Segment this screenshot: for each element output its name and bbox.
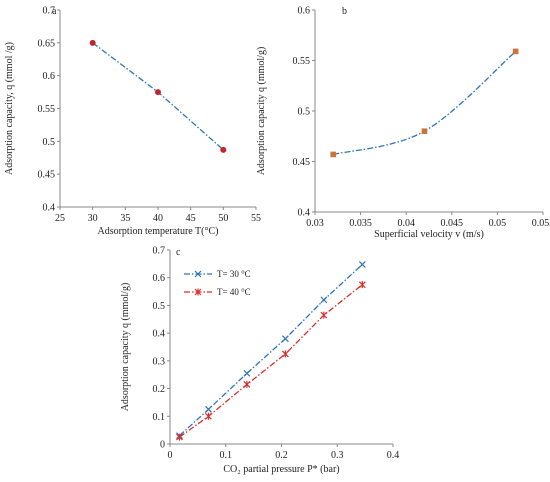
panel-a-y-tick-label: 0.7 bbox=[43, 6, 56, 17]
panel-b-y-tick-label: 0.55 bbox=[293, 56, 311, 67]
panel-c-series-1-point bbox=[205, 405, 212, 413]
panel-c-series-2-point bbox=[176, 433, 183, 441]
panel-b-y-tick-label: 0.45 bbox=[293, 157, 311, 168]
panel-c-legend-label: T= 40 °C bbox=[217, 287, 251, 297]
panel-b-series-1-point bbox=[421, 128, 428, 134]
panel-c-y-tick-label: 0.6 bbox=[153, 273, 166, 284]
panel-c-x-tick-label: 0.3 bbox=[331, 450, 344, 461]
panel-b-y-axis-label: Adsorption capacity q (mmol/g) bbox=[256, 47, 267, 176]
panel-c-x-axis-label: CO₂ partial pressure P* (bar) bbox=[223, 464, 339, 475]
panel-c-x-tick-label: 0 bbox=[168, 450, 173, 461]
panel-a-x-axis-label: Adsorption temperature T(°C) bbox=[97, 226, 218, 237]
panel-c-series-2-point bbox=[205, 412, 212, 420]
panel-a-y-tick-label: 0.55 bbox=[38, 104, 56, 115]
panel-c-x-tick-label: 0.1 bbox=[220, 450, 233, 461]
panel-c-y-tick-label: 0.3 bbox=[153, 356, 166, 367]
panel-a-y-axis-label: Adsorption capacity, q (mmol /g) bbox=[4, 42, 15, 175]
panel-c-y-tick-label: 0.2 bbox=[153, 384, 166, 395]
panel-c-y-tick-label: 0.1 bbox=[153, 412, 166, 423]
panel-b-x-tick-label: 0.055 bbox=[532, 218, 550, 229]
panel-c-series-1-line bbox=[179, 263, 363, 437]
panel-c-series-2-point bbox=[243, 380, 251, 388]
panel-c-y-axis-label: Adsorption capacity q (mmol/g) bbox=[120, 283, 131, 412]
panel-b-x-axis-label: Superficial velocity v (m/s) bbox=[374, 229, 484, 240]
panel-a-series-1-point bbox=[155, 89, 161, 96]
panel-a-x-tick-label: 30 bbox=[88, 213, 98, 224]
panel-a-y-tick-label: 0.4 bbox=[43, 203, 56, 214]
panel-c-y-tick-label: 0.5 bbox=[153, 301, 166, 312]
panel-a-series-1-point bbox=[220, 146, 227, 153]
panel-b-series-1-line bbox=[333, 50, 517, 156]
panel-c-series-2-point bbox=[320, 311, 328, 319]
panel-a-x-tick-label: 35 bbox=[120, 213, 130, 224]
panel-a-x-tick-label: 25 bbox=[55, 213, 65, 224]
panel-a-chart: a 25 30 35 40 45 50 55 0.4 0.45 0.5 0.55 0.6 0.65 0.7… bbox=[4, 6, 261, 238]
panel-a-y-tick-label: 0.5 bbox=[43, 137, 56, 148]
panel-b-y-tick-label: 0.5 bbox=[298, 107, 311, 118]
panel-b-x-tick-label: 0.03 bbox=[306, 218, 324, 229]
panel-c-series-1-point bbox=[281, 335, 289, 343]
panel-b-y-tick-label: 0.4 bbox=[298, 208, 311, 219]
panel-c-y-tick-label: 0.7 bbox=[153, 246, 166, 257]
panel-c-series-2-point bbox=[358, 281, 366, 289]
panel-c-series-1-point bbox=[358, 260, 366, 268]
panel-a-x-tick-label: 40 bbox=[153, 213, 163, 224]
panel-a-letter: a bbox=[52, 6, 57, 17]
panel-c-series-2-line bbox=[179, 284, 363, 438]
panel-c-series-1-point bbox=[243, 369, 251, 377]
panel-a-y-tick-label: 0.6 bbox=[43, 71, 56, 82]
panel-a-y-tick-label: 0.65 bbox=[38, 38, 56, 49]
panel-b-x-tick-label: 0.04 bbox=[397, 218, 415, 229]
panel-c-letter: c bbox=[176, 247, 181, 258]
panel-c-legend-swatch-marker bbox=[194, 288, 202, 296]
panel-a-series-1-line bbox=[92, 42, 224, 151]
panel-a-x-tick-label: 45 bbox=[186, 213, 196, 224]
panel-b-x-tick-label: 0.035 bbox=[349, 218, 372, 229]
panel-c-legend-label: T= 30 °C bbox=[217, 269, 251, 279]
panel-c-chart: c 0 0.1 0.2 0.3 0.4 0 0.1 0.2 0.3 0.4 0.5 0.6 0.7 CO₂… bbox=[120, 246, 399, 476]
panel-b-x-tick-label: 0.05 bbox=[489, 218, 507, 229]
panel-b-x-tick-label: 0.045 bbox=[441, 218, 464, 229]
panel-b-letter: b bbox=[342, 6, 347, 17]
panel-b-series-1-point bbox=[330, 151, 337, 158]
panel-b-y-tick-label: 0.6 bbox=[298, 6, 311, 17]
panel-b-series-1-point bbox=[512, 48, 519, 55]
panel-c-series-2-point bbox=[281, 350, 289, 358]
panel-a-x-tick-label: 50 bbox=[218, 213, 228, 224]
panel-c-x-tick-label: 0.2 bbox=[275, 450, 288, 461]
panel-c-series-1-point bbox=[320, 296, 328, 304]
panel-c-x-tick-label: 0.4 bbox=[387, 450, 400, 461]
panel-a-y-tick-label: 0.45 bbox=[38, 170, 56, 181]
panel-b-chart: b 0.03 0.035 0.04 0.045 0.05 0.055 0.4 0.45 0.5 0… bbox=[256, 6, 550, 241]
panel-c-y-tick-label: 0 bbox=[160, 440, 165, 451]
panel-c-legend-swatch-marker bbox=[194, 270, 202, 278]
panel-c-y-tick-label: 0.4 bbox=[153, 329, 166, 340]
panel-a-x-tick-label: 55 bbox=[251, 213, 261, 224]
panel-a-series-1-point bbox=[89, 39, 96, 46]
